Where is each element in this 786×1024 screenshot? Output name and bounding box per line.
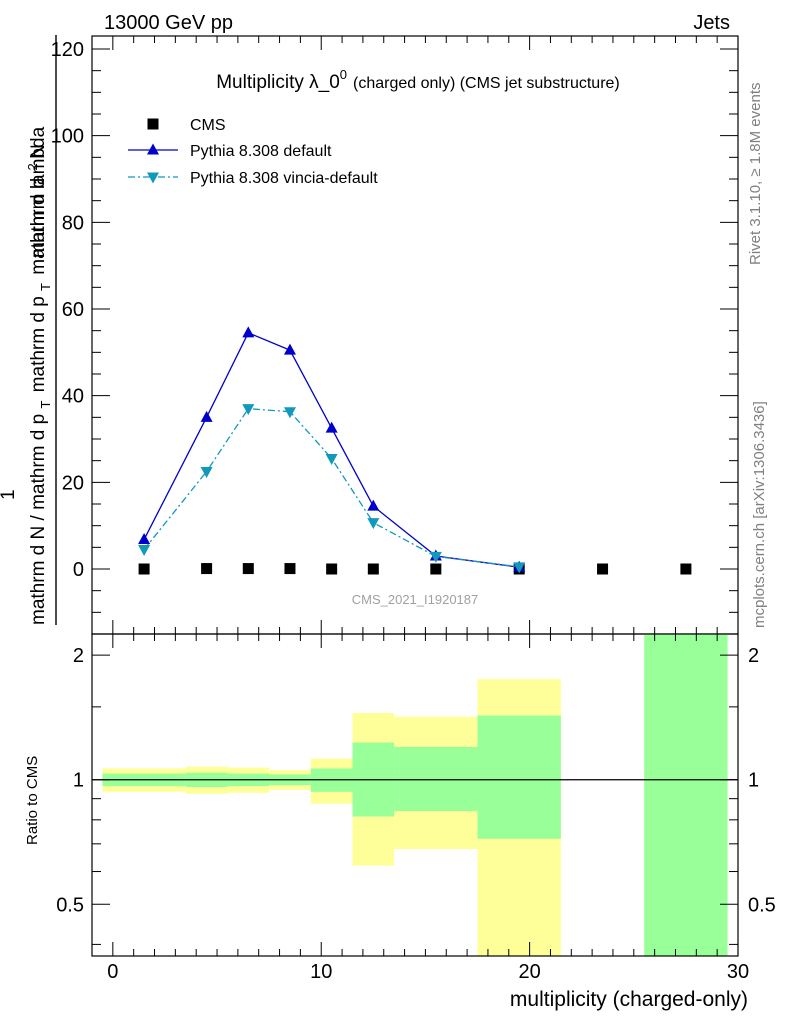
y-tick-label: 0 xyxy=(73,559,84,581)
data-point-2-4 xyxy=(325,454,338,465)
legend-marker-1 xyxy=(147,143,159,155)
main-plot-frame xyxy=(91,35,739,635)
ratio-plot-frame xyxy=(91,633,739,957)
plot-title: Multiplicity λ_00(charged only) (CMS jet… xyxy=(216,67,620,93)
data-point-2-5 xyxy=(367,518,380,530)
legend-label-2: Pythia 8.308 vincia-default xyxy=(190,170,378,187)
ratio-tick-label-left: 2 xyxy=(73,645,84,667)
ratio-inner-band-6 xyxy=(394,746,478,812)
data-point-0-0 xyxy=(138,563,150,575)
y-tick-label: 100 xyxy=(51,126,84,148)
data-point-1-3 xyxy=(283,343,296,355)
ylabel-numerator: mathrm d 2 N xyxy=(21,144,49,258)
ratio-tick-label-left: 1 xyxy=(73,770,84,792)
data-point-0-5 xyxy=(367,563,379,575)
ratio-tick-label-right: 1 xyxy=(748,770,759,792)
y-tick-label: 60 xyxy=(62,299,84,321)
legend-marker-2 xyxy=(147,172,159,184)
x-tick-label: 0 xyxy=(107,961,118,983)
analysis-watermark: CMS_2021_I1920187 xyxy=(352,592,479,607)
data-point-2-3 xyxy=(283,407,296,419)
ratio-inner-band-7 xyxy=(477,715,561,839)
ratio-tick-label-left: 0.5 xyxy=(56,894,84,916)
y-tick-label: 80 xyxy=(62,212,84,234)
x-tick-label: 30 xyxy=(727,961,749,983)
x-tick-label: 10 xyxy=(310,961,332,983)
ratio-inner-band-8 xyxy=(644,634,728,956)
main-plot: 0 20 40 60 80 100 120 xyxy=(51,35,739,635)
data-point-0-6 xyxy=(430,563,442,575)
header-left: 13000 GeV pp xyxy=(104,12,233,34)
y-tick-label: 20 xyxy=(62,472,84,494)
header-right: Jets xyxy=(693,12,730,34)
x-axis-label: multiplicity (charged-only) xyxy=(510,988,748,1011)
data-point-2-7 xyxy=(513,562,526,574)
main-y-axis-label: mathrm d 2 N 1 mathrm d N / mathrm d p T… xyxy=(0,35,57,625)
data-point-0-2 xyxy=(242,563,254,575)
data-point-0-9 xyxy=(680,563,692,575)
series-line-2 xyxy=(143,407,520,568)
data-point-0-3 xyxy=(284,563,296,575)
legend-label-1: Pythia 8.308 default xyxy=(190,143,332,160)
data-point-1-5 xyxy=(367,499,380,511)
ratio-plot: 0 10 20 30 0.5 0.5 1 1 2 2 xyxy=(56,633,776,983)
data-point-1-1 xyxy=(200,410,213,422)
ylabel-denominator: mathrm d N / mathrm d p T mathrm d p T m… xyxy=(28,126,55,625)
ratio-tick-label-right: 0.5 xyxy=(748,894,776,916)
data-point-2-6 xyxy=(429,551,442,563)
ratio-tick-label-right: 2 xyxy=(748,645,759,667)
data-point-2-1 xyxy=(200,467,213,478)
side-label-bottom: mcplots.cern.ch [arXiv:1306.3436] xyxy=(751,401,768,628)
data-point-0-4 xyxy=(326,563,338,575)
y-tick-label: 120 xyxy=(51,39,84,61)
x-tick-label: 20 xyxy=(518,961,540,983)
series-line-1 xyxy=(143,331,520,568)
data-point-1-2 xyxy=(242,326,255,338)
data-point-1-0 xyxy=(138,533,151,545)
legend: CMS Pythia 8.308 default Pythia 8.308 vinc… xyxy=(128,117,378,187)
data-point-2-0 xyxy=(138,545,151,556)
side-label-top: Rivet 3.1.10, ≥ 1.8M events xyxy=(747,83,764,266)
ylabel-num-left: 1 xyxy=(0,489,19,500)
data-point-1-4 xyxy=(325,421,338,433)
legend-label-0: CMS xyxy=(190,117,226,134)
data-point-2-2 xyxy=(242,404,255,416)
ratio-y-axis-label: Ratio to CMS xyxy=(24,756,41,845)
legend-marker-0 xyxy=(147,118,159,130)
data-point-0-8 xyxy=(597,563,609,575)
y-tick-label: 40 xyxy=(62,386,84,408)
data-point-0-1 xyxy=(201,563,213,575)
